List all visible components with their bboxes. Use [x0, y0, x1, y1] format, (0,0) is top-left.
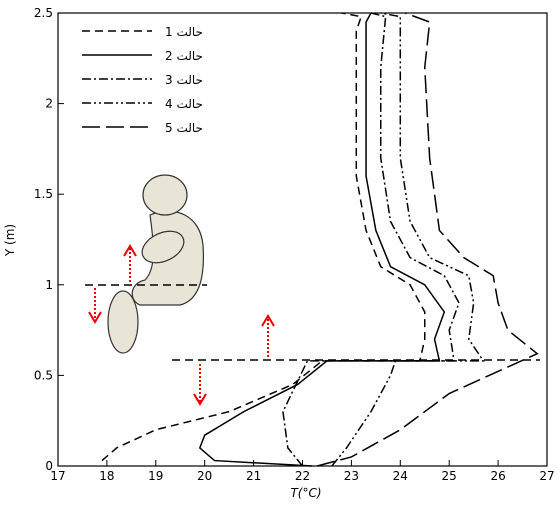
- x-tick-label: 27: [539, 469, 554, 483]
- x-tick-label: 24: [393, 469, 408, 483]
- data-line: [282, 12, 460, 467]
- x-tick-label: 26: [490, 469, 505, 483]
- x-tick-label: 19: [148, 469, 163, 483]
- legend-label: حالت 4: [165, 97, 203, 111]
- flow-arrows: [88, 244, 275, 406]
- y-tick-label: 1.5: [34, 187, 53, 201]
- x-tick-label: 18: [99, 469, 114, 483]
- human-figure: [107, 174, 204, 354]
- y-tick-label: 0.5: [34, 368, 53, 382]
- legend-label: حالت 2: [165, 49, 203, 63]
- x-tick-label: 25: [442, 469, 457, 483]
- plot-frame: [57, 12, 548, 467]
- x-tick-label: 22: [295, 469, 310, 483]
- x-tick-label: 20: [197, 469, 212, 483]
- x-tick-label: 23: [344, 469, 359, 483]
- y-tick-label: 2: [45, 97, 53, 111]
- y-tick-label: 1: [45, 278, 53, 292]
- x-tick-label: 21: [246, 469, 261, 483]
- data-line: [198, 12, 446, 467]
- legend-label: حالت 1: [165, 25, 203, 39]
- data-line: [316, 12, 539, 467]
- data-line: [101, 12, 426, 462]
- y-tick-label: 2.5: [34, 6, 53, 20]
- x-tick-label: 17: [50, 469, 65, 483]
- y-tick-label: 0: [45, 459, 53, 473]
- y-axis-label: Y (m): [3, 224, 17, 257]
- data-line: [331, 12, 485, 467]
- legend-label: حالت 3: [165, 73, 203, 87]
- x-axis-label: T(°C): [290, 486, 321, 500]
- legend-label: حالت 5: [165, 121, 203, 135]
